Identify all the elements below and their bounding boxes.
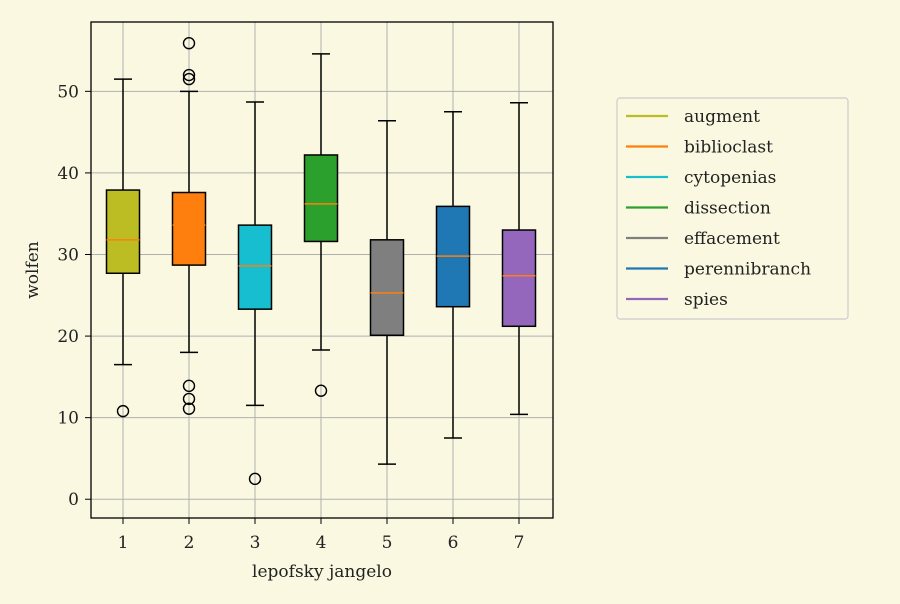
box-augment	[105, 78, 141, 418]
legend-label-spies: spies	[684, 290, 728, 310]
legend-label-dissection: dissection	[684, 199, 771, 219]
y-tick-label: 20	[57, 327, 79, 347]
y-tick-label: 10	[57, 409, 79, 429]
legend-frame	[616, 97, 849, 320]
box-biblioclast	[171, 37, 207, 415]
legend-label-biblioclast: biblioclast	[684, 138, 773, 158]
legend: augment biblioclast cytopenias dissection ef…	[616, 97, 849, 320]
box-spies	[501, 102, 537, 416]
box-cytopenias	[237, 101, 273, 486]
y-tick-label: 50	[57, 82, 79, 102]
grid-layer	[91, 22, 553, 518]
box-body	[171, 191, 207, 266]
legend-label-perennibranch: perennibranch	[684, 260, 811, 280]
box-body	[501, 229, 537, 328]
tick-layer: 0 10 20 30 40 50 1 2 3 4 5 6 7	[57, 82, 524, 553]
x-axis-label: lepofsky jangelo	[252, 562, 392, 582]
outlier-point	[182, 68, 196, 82]
outlier-point	[116, 404, 130, 418]
x-tick-label: 6	[448, 533, 459, 553]
outlier-point	[182, 402, 196, 415]
outlier-point	[182, 392, 196, 406]
box-body	[237, 224, 273, 310]
y-axis-label: wolfen	[23, 241, 43, 299]
box-body	[105, 189, 141, 275]
x-tick-label: 2	[184, 533, 195, 553]
box-layer	[105, 37, 537, 486]
box-dissection	[303, 53, 339, 397]
box-body	[369, 239, 405, 337]
plot-frame	[90, 21, 554, 519]
outlier-point	[182, 379, 196, 393]
legend-label-augment: augment	[684, 107, 760, 127]
x-tick-label: 1	[118, 533, 129, 553]
outlier-point	[248, 472, 262, 486]
outlier-point	[314, 384, 328, 397]
outlier-point	[182, 72, 196, 86]
outlier-point	[182, 37, 196, 50]
legend-label-cytopenias: cytopenias	[684, 168, 776, 188]
box-effacement	[369, 119, 405, 465]
x-tick-label: 3	[250, 533, 261, 553]
x-tick-label: 7	[514, 533, 525, 553]
legend-label-effacement: effacement	[684, 229, 780, 249]
y-tick-label: 0	[68, 490, 79, 510]
legend-items: augment biblioclast cytopenias dissection ef…	[626, 107, 811, 310]
box-body	[303, 154, 339, 243]
y-tick-label: 30	[57, 246, 79, 266]
x-tick-label: 5	[382, 533, 393, 553]
box-perennibranch	[435, 110, 471, 439]
y-tick-label: 40	[57, 164, 79, 184]
x-tick-label: 4	[316, 533, 327, 553]
